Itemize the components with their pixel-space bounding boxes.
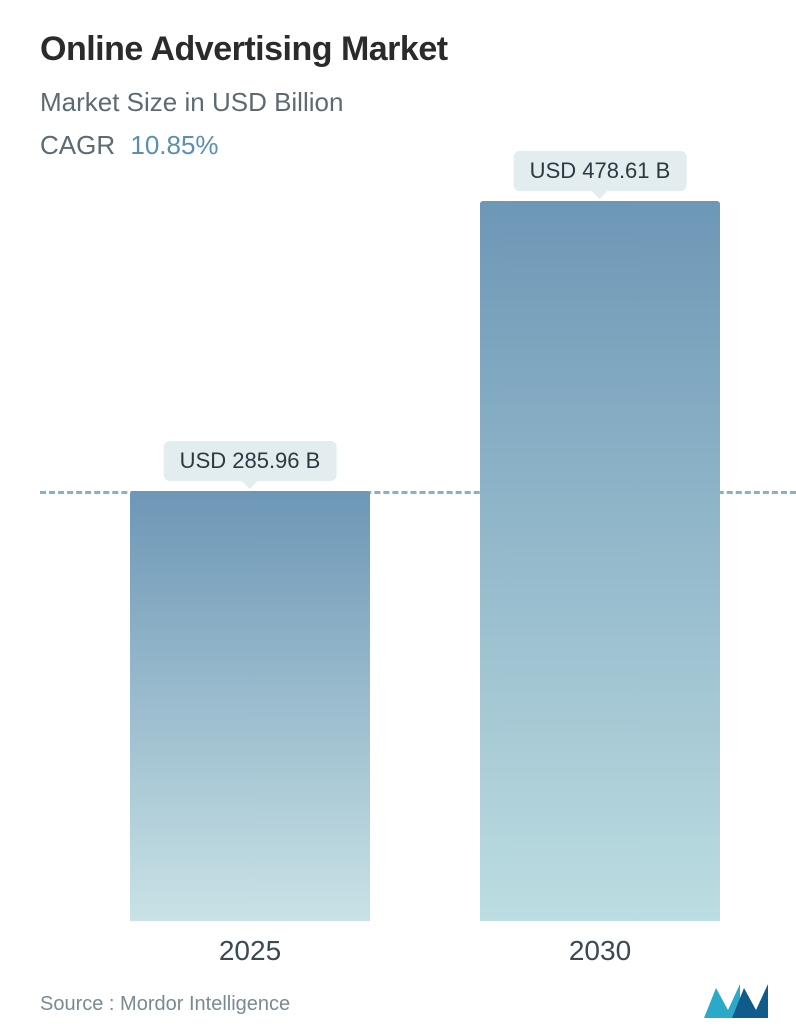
value-badge: USD 478.61 B — [514, 151, 687, 191]
bar-2025: USD 285.96 B — [130, 491, 370, 921]
chart-area: USD 285.96 B USD 478.61 B — [40, 201, 796, 921]
source-name: Mordor Intelligence — [120, 993, 290, 1015]
chart-title: Online Advertising Market — [40, 30, 796, 69]
brand-logo-icon — [702, 980, 772, 1020]
cagr-label: CAGR — [40, 130, 115, 160]
value-badge: USD 285.96 B — [164, 441, 337, 481]
chart-subtitle: Market Size in USD Billion — [40, 87, 796, 118]
source-label: Source : — [40, 993, 114, 1015]
x-axis-labels: 2025 2030 — [40, 927, 796, 987]
bar-fill — [480, 201, 720, 921]
bar-2030: USD 478.61 B — [480, 201, 720, 921]
source-footer: Source : Mordor Intelligence — [40, 993, 290, 1016]
x-label-2030: 2030 — [569, 935, 631, 967]
x-label-2025: 2025 — [219, 935, 281, 967]
cagr-value: 10.85% — [130, 130, 218, 160]
bar-fill — [130, 491, 370, 921]
